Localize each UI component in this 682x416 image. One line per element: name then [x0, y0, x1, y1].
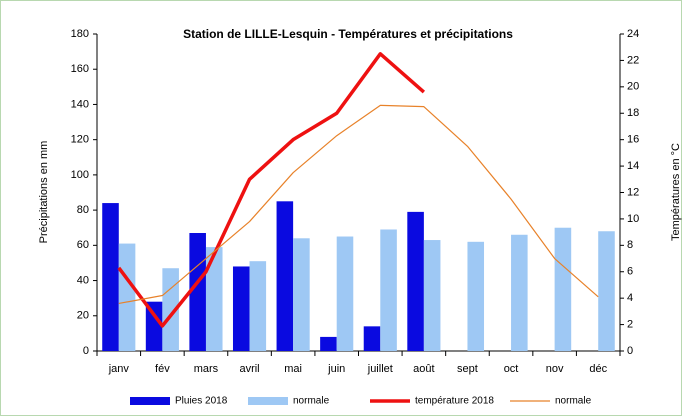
legend-swatch [248, 397, 288, 405]
bar [467, 241, 485, 351]
x-tick-label: sept [457, 363, 478, 375]
bar [102, 203, 119, 351]
y2-tick-label: 2 [627, 318, 633, 330]
y2-tick-label: 0 [627, 345, 633, 357]
bar [598, 231, 615, 351]
legend-swatch [130, 397, 170, 405]
bar [423, 240, 441, 351]
y-tick-label: 180 [71, 28, 89, 40]
y2-tick-label: 16 [627, 134, 639, 146]
x-tick-label: juillet [367, 363, 393, 375]
x-tick-label: nov [546, 363, 564, 375]
y2-tick-label: 12 [627, 186, 639, 198]
x-tick-label: mars [194, 363, 219, 375]
bar [293, 238, 310, 351]
x-tick-label: mai [284, 363, 302, 375]
x-tick-label: avril [239, 363, 259, 375]
y-tick-label: 140 [71, 98, 89, 110]
x-tick-label: août [413, 363, 434, 375]
y2-tick-label: 8 [627, 239, 633, 251]
y2-tick-label: 6 [627, 266, 633, 278]
bar [205, 247, 223, 351]
bar [554, 227, 572, 351]
y2-axis-label: Températures en °C [670, 143, 682, 241]
bar [380, 229, 397, 351]
y-tick-label: 120 [71, 134, 89, 146]
legend-label: normale [293, 396, 330, 407]
y-tick-label: 100 [71, 169, 89, 181]
bar [320, 336, 337, 351]
y-axis-label: Précipitations en mm [38, 141, 50, 244]
bar [249, 261, 267, 351]
y2-tick-label: 10 [627, 213, 639, 225]
bar [162, 268, 179, 351]
legend-label: température 2018 [415, 396, 494, 407]
y2-tick-label: 18 [627, 107, 639, 119]
bar [145, 301, 163, 351]
y-tick-label: 60 [77, 239, 89, 251]
bar [232, 266, 250, 351]
legend-label: normale [555, 396, 592, 407]
bar [363, 326, 381, 351]
x-tick-label: fév [155, 363, 170, 375]
bar [118, 243, 136, 351]
y2-tick-label: 24 [627, 28, 639, 40]
y-tick-label: 20 [77, 310, 89, 322]
x-tick-label: juin [327, 363, 345, 375]
y2-tick-label: 14 [627, 160, 639, 172]
bar [407, 211, 424, 351]
bar [336, 236, 354, 351]
legend-label: Pluies 2018 [175, 396, 228, 407]
y-tick-label: 40 [77, 274, 89, 286]
x-tick-label: janv [108, 363, 130, 375]
x-tick-label: oct [504, 363, 519, 375]
x-tick-label: déc [589, 363, 607, 375]
y2-tick-label: 4 [627, 292, 633, 304]
y2-tick-label: 22 [627, 54, 639, 66]
y-tick-label: 0 [83, 345, 89, 357]
line [117, 52, 426, 328]
chart-title: Station de LILLE-Lesquin - Températures … [183, 27, 513, 41]
y-tick-label: 160 [71, 63, 89, 75]
line [118, 104, 599, 305]
y2-tick-label: 20 [627, 81, 639, 93]
bar [276, 201, 294, 351]
bar [511, 234, 528, 351]
y-tick-label: 80 [77, 204, 89, 216]
